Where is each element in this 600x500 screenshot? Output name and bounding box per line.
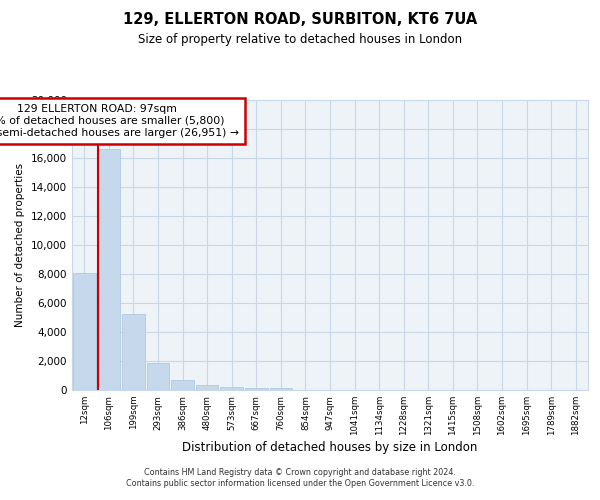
Bar [269,388,292,390]
Text: Contains HM Land Registry data © Crown copyright and database right 2024.
Contai: Contains HM Land Registry data © Crown c… [126,468,474,487]
Bar [73,272,95,390]
Bar [171,380,194,390]
Text: 129 ELLERTON ROAD: 97sqm
← 18% of detached houses are smaller (5,800)
82% of sem: 129 ELLERTON ROAD: 97sqm ← 18% of detach… [0,104,239,138]
Bar [220,386,243,390]
Bar [196,386,218,390]
Y-axis label: Number of detached properties: Number of detached properties [16,163,25,327]
Bar [245,388,268,390]
X-axis label: Distribution of detached houses by size in London: Distribution of detached houses by size … [182,441,478,454]
Text: 129, ELLERTON ROAD, SURBITON, KT6 7UA: 129, ELLERTON ROAD, SURBITON, KT6 7UA [123,12,477,28]
Bar [122,314,145,390]
Bar [98,150,120,390]
Bar [146,363,169,390]
Text: Size of property relative to detached houses in London: Size of property relative to detached ho… [138,32,462,46]
